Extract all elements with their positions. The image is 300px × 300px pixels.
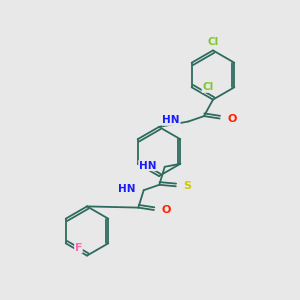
Text: Cl: Cl — [207, 37, 219, 47]
Text: O: O — [227, 113, 236, 124]
Text: HN: HN — [139, 160, 156, 171]
Text: HN: HN — [118, 184, 135, 194]
Text: F: F — [75, 243, 82, 253]
Text: Cl: Cl — [202, 82, 213, 92]
Text: S: S — [183, 181, 191, 191]
Text: HN: HN — [163, 115, 180, 125]
Text: O: O — [161, 205, 171, 215]
